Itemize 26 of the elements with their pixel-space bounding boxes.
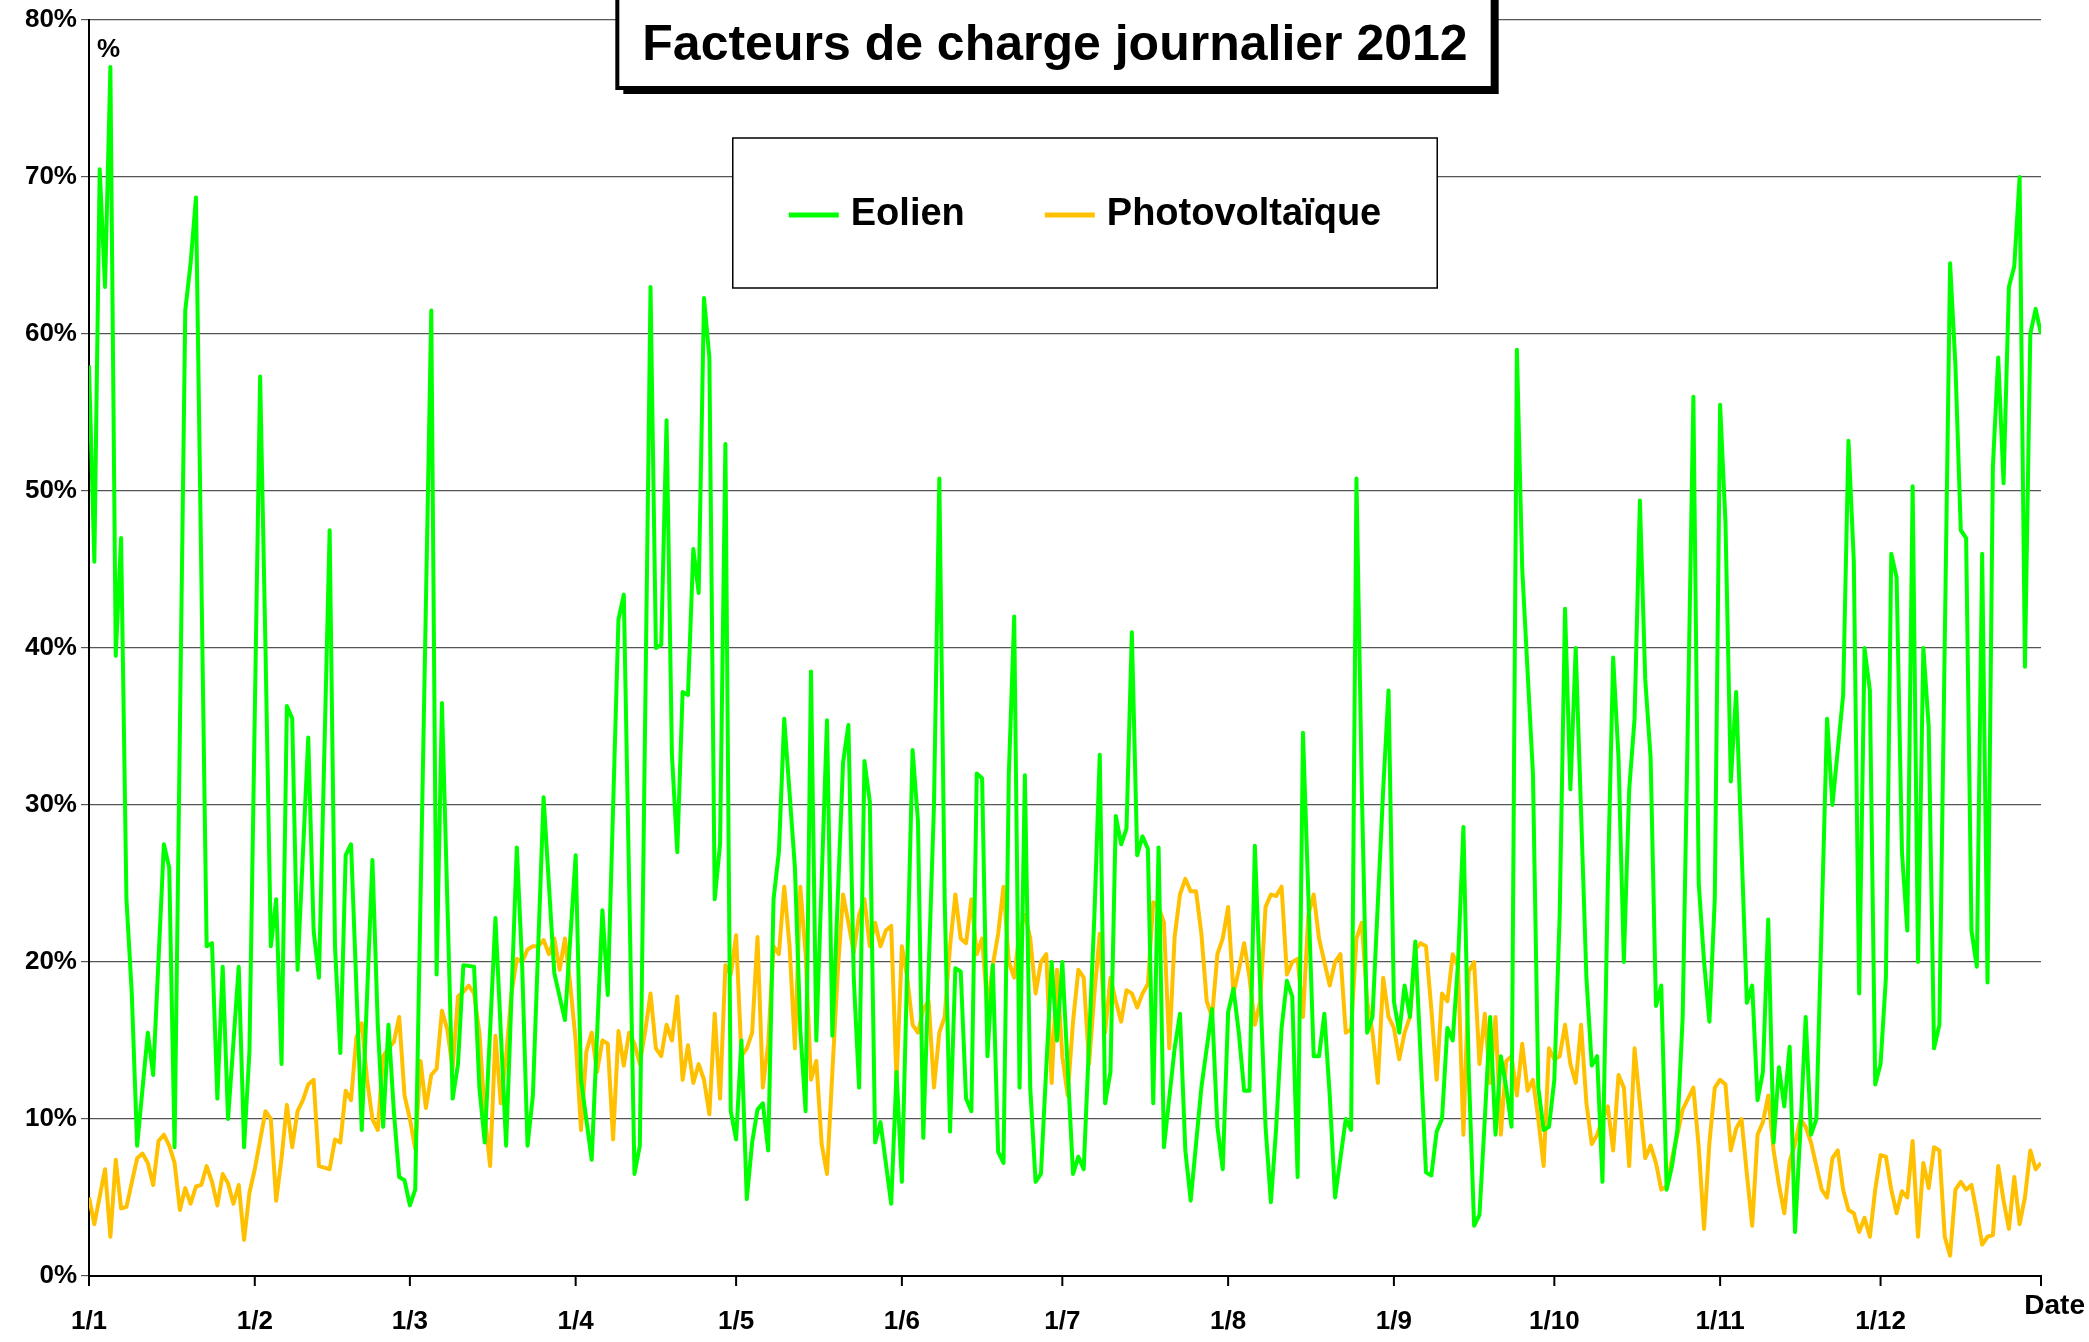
x-tick-label: 1/5 bbox=[718, 1304, 755, 1335]
y-tick-label: 10% bbox=[24, 1102, 77, 1133]
legend-label: Photovoltaïque bbox=[1106, 191, 1382, 234]
legend-label: Eolien bbox=[850, 191, 965, 234]
y-tick-label: 70% bbox=[24, 160, 77, 191]
x-tick-label: 1/12 bbox=[1855, 1304, 1906, 1335]
x-tick-label: 1/4 bbox=[557, 1304, 595, 1335]
y-tick-label: 50% bbox=[24, 474, 77, 505]
x-tick-label: 1/10 bbox=[1529, 1304, 1580, 1335]
x-axis-title: Date bbox=[2024, 1288, 2085, 1320]
y-tick-label: 20% bbox=[24, 945, 77, 976]
y-tick-label: 40% bbox=[24, 631, 77, 662]
x-tick-label: 1/6 bbox=[883, 1304, 920, 1335]
x-tick-label: 1/2 bbox=[236, 1304, 273, 1335]
x-tick-label: 1/1 bbox=[70, 1304, 108, 1335]
y-axis-title: % bbox=[97, 33, 121, 64]
y-tick-label: 30% bbox=[24, 788, 77, 819]
x-tick-label: 1/11 bbox=[1695, 1304, 1745, 1335]
y-tick-label: 80% bbox=[24, 3, 77, 34]
y-tick-label: 60% bbox=[24, 317, 77, 348]
chart-title: Facteurs de charge journalier 2012 bbox=[642, 14, 1468, 71]
x-tick-label: 1/3 bbox=[391, 1304, 428, 1335]
y-tick-label: 0% bbox=[39, 1259, 77, 1290]
x-tick-label: 1/8 bbox=[1210, 1304, 1247, 1335]
x-tick-label: 1/9 bbox=[1375, 1304, 1412, 1335]
x-tick-label: 1/7 bbox=[1044, 1304, 1081, 1335]
